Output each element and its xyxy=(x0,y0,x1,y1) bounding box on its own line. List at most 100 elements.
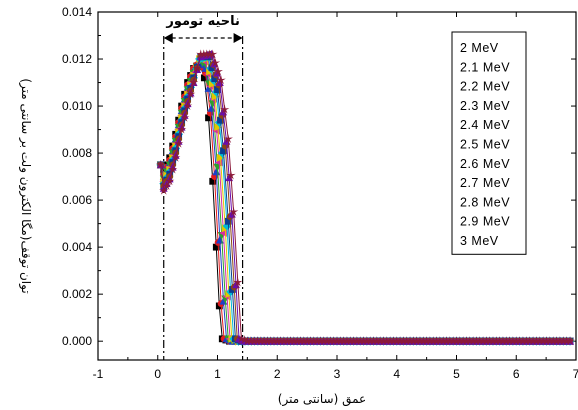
data-point xyxy=(368,336,379,346)
data-point xyxy=(259,336,269,346)
data-point xyxy=(176,124,187,134)
data-point xyxy=(471,336,482,346)
data-point xyxy=(188,77,199,87)
series-11 xyxy=(156,49,575,346)
data-point xyxy=(246,336,256,346)
data-point xyxy=(185,89,196,99)
series-group xyxy=(156,49,575,346)
data-point xyxy=(465,336,475,346)
data-point xyxy=(200,74,208,82)
data-point xyxy=(217,153,225,162)
data-point xyxy=(551,336,562,346)
data-point xyxy=(249,336,259,346)
data-point xyxy=(372,336,382,346)
data-point xyxy=(498,336,508,346)
tumor-region-arrow-left xyxy=(163,33,173,43)
data-point xyxy=(408,336,419,346)
data-point xyxy=(392,336,402,346)
data-point xyxy=(461,336,472,346)
data-point xyxy=(494,336,505,346)
legend-box xyxy=(451,31,527,255)
data-point xyxy=(272,336,282,346)
data-point xyxy=(205,49,215,59)
data-point xyxy=(504,336,515,346)
y-tick-label: 0.004 xyxy=(62,240,92,254)
data-point xyxy=(555,336,565,346)
data-point xyxy=(451,336,462,346)
data-point xyxy=(329,336,339,346)
data-point xyxy=(511,336,521,346)
data-point xyxy=(508,336,518,346)
data-point xyxy=(279,336,289,346)
data-point xyxy=(211,92,220,101)
data-point xyxy=(295,336,306,346)
x-tick-label: 1 xyxy=(214,367,221,381)
data-point xyxy=(262,336,272,346)
data-point xyxy=(156,159,166,169)
data-point xyxy=(521,336,531,346)
data-point xyxy=(214,123,223,132)
data-point xyxy=(159,185,169,195)
legend-entry: 3 MeV xyxy=(460,234,499,248)
data-point xyxy=(468,336,478,346)
data-point xyxy=(265,336,276,346)
data-point xyxy=(415,336,425,346)
data-point xyxy=(558,336,568,346)
legend-entry: 2.2 MeV xyxy=(460,80,510,94)
legend-entry: 2.1 MeV xyxy=(460,60,510,74)
data-point xyxy=(224,217,232,225)
data-point xyxy=(315,336,326,346)
data-point xyxy=(458,336,468,346)
data-point xyxy=(421,336,432,346)
tumor-region-annotation xyxy=(163,33,244,360)
legend-entry: 2.3 MeV xyxy=(460,99,510,113)
data-point xyxy=(342,336,352,346)
data-point xyxy=(236,333,247,343)
y-tick-label: 0.006 xyxy=(62,193,92,207)
data-point xyxy=(385,336,395,346)
tumor-region-arrow-right xyxy=(233,33,243,43)
data-point xyxy=(491,336,501,346)
x-tick-label: 0 xyxy=(154,367,161,381)
data-point xyxy=(223,134,233,143)
data-point xyxy=(365,336,375,346)
data-point xyxy=(455,336,465,346)
data-point xyxy=(292,336,302,346)
data-point xyxy=(202,49,212,59)
y-tick-label: 0.010 xyxy=(62,99,92,113)
data-point xyxy=(211,75,219,83)
data-point xyxy=(398,336,409,346)
data-point xyxy=(395,336,405,346)
data-point xyxy=(338,336,349,346)
data-point xyxy=(242,336,253,346)
data-point xyxy=(210,58,221,67)
data-point xyxy=(518,336,528,346)
data-point xyxy=(448,336,458,346)
legend-entry: 2.8 MeV xyxy=(460,195,510,209)
legend-entry: 2.6 MeV xyxy=(460,157,510,171)
y-tick-label: 0.012 xyxy=(62,52,92,66)
data-point xyxy=(252,336,262,346)
data-point xyxy=(168,164,178,174)
axes: -1 0 1 2 3 4 5 6 7 0.000 0.002 0.004 0.006 0.008 0.010… xyxy=(62,5,578,381)
data-point xyxy=(212,243,220,251)
data-point xyxy=(199,49,209,59)
legend-entry: 2.9 MeV xyxy=(460,215,510,229)
x-tick-label: 6 xyxy=(513,367,520,381)
data-point xyxy=(441,336,452,346)
data-point xyxy=(205,114,212,122)
y-axis-title: توان توقف(مگا الکترون ولت بر سانتی متر) xyxy=(18,78,33,293)
data-point xyxy=(289,336,299,346)
data-point xyxy=(165,176,175,186)
data-point xyxy=(358,336,369,346)
data-point xyxy=(174,138,184,148)
data-point xyxy=(545,336,555,346)
data-point xyxy=(445,336,455,346)
data-point xyxy=(362,336,372,346)
data-point xyxy=(239,335,250,344)
data-point xyxy=(382,336,392,346)
legend-entry: 2.5 MeV xyxy=(460,138,510,152)
x-axis-title: عمق (سانتی متر) xyxy=(278,392,366,407)
data-point xyxy=(325,336,336,346)
